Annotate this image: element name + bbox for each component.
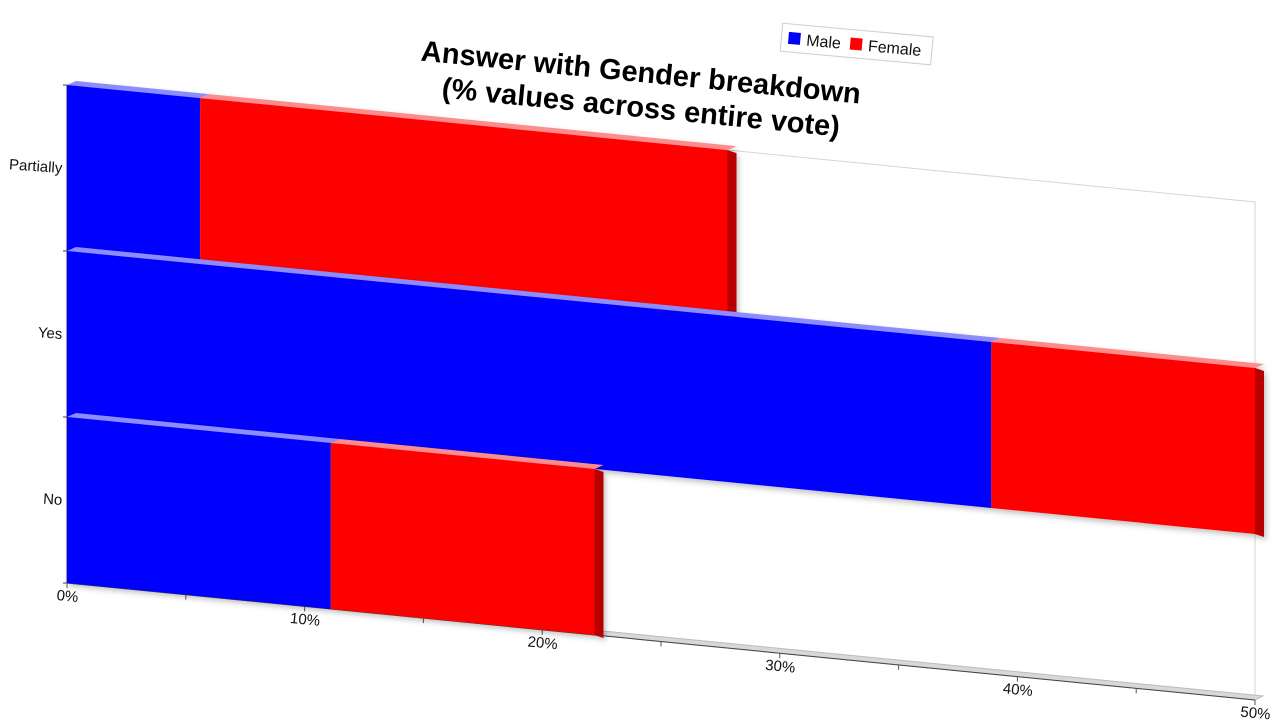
legend-label-male: Male bbox=[805, 33, 841, 53]
bar-yes-male bbox=[67, 251, 992, 508]
legend: Male Female bbox=[779, 22, 934, 66]
x-axis-tick-labels: 0% 10% 20% 30% 40% 50% bbox=[56, 587, 1271, 720]
legend-label-female: Female bbox=[867, 38, 922, 60]
y-axis-ticks bbox=[63, 84, 67, 584]
bar-no-female bbox=[330, 443, 595, 635]
bar-top-no-female bbox=[330, 439, 604, 469]
y-axis-category-labels: Partially Yes No bbox=[8, 156, 63, 509]
x-tick-label: 50% bbox=[1240, 704, 1272, 720]
bar-group-no bbox=[67, 413, 604, 638]
x-axis-ticks bbox=[66, 583, 1256, 706]
bar-top-yes-male bbox=[67, 247, 1001, 342]
bars bbox=[67, 81, 1264, 638]
legend-swatch-male bbox=[787, 31, 801, 45]
x-tick-label: 20% bbox=[527, 633, 559, 653]
x-tick-label: 10% bbox=[289, 610, 321, 630]
category-label-partially: Partially bbox=[8, 156, 63, 177]
bar-yes-female bbox=[991, 342, 1255, 534]
bar-top-no-male bbox=[67, 413, 340, 443]
bar-no-male bbox=[67, 417, 331, 609]
bar-top-partially-male bbox=[67, 81, 210, 99]
bar-partially-male bbox=[67, 85, 201, 265]
bar-top-yes-female bbox=[991, 338, 1264, 368]
legend-swatch-female bbox=[849, 37, 863, 51]
x-tick-label: 0% bbox=[56, 587, 79, 606]
bar-partially-female bbox=[200, 98, 728, 317]
bar-top-partially-female bbox=[200, 94, 737, 151]
x-tick-label: 40% bbox=[1002, 680, 1034, 700]
bar-group-yes bbox=[67, 247, 1264, 537]
category-label-yes: Yes bbox=[37, 324, 63, 343]
bar-end-partially bbox=[727, 150, 737, 320]
bar-end-no bbox=[594, 469, 604, 638]
bar-end-yes bbox=[1255, 368, 1264, 537]
x-tick-label: 30% bbox=[764, 657, 796, 677]
bar-group-partially bbox=[67, 81, 737, 320]
category-label-no: No bbox=[43, 491, 63, 509]
